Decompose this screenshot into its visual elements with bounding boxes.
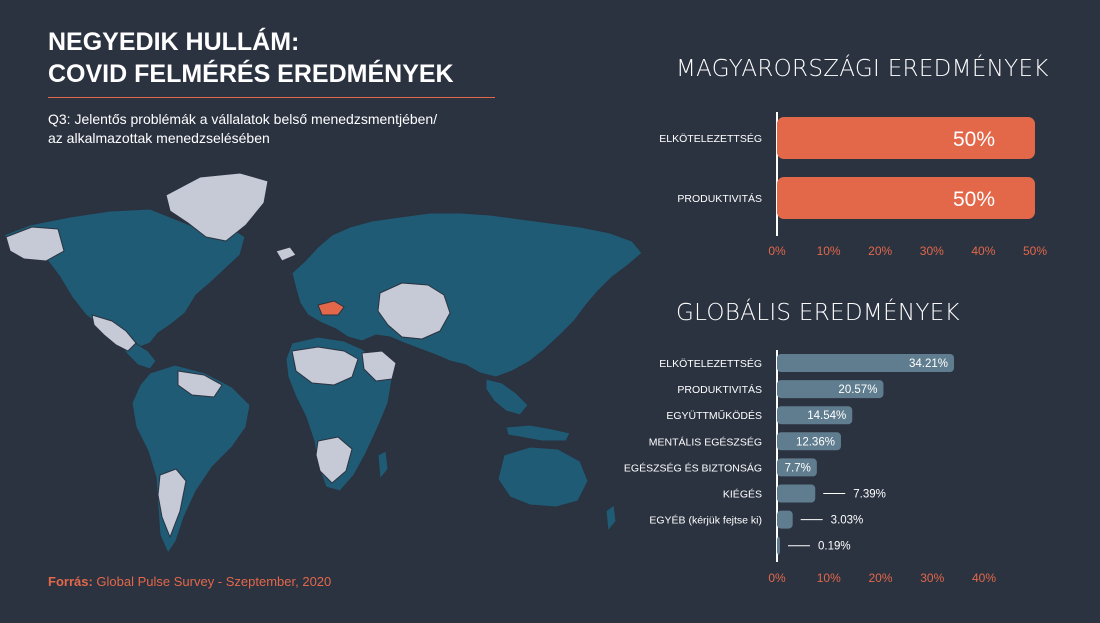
map-indonesia	[505, 424, 571, 442]
hungary-tick-label: 40%	[971, 244, 995, 258]
map-hungary-highlight	[317, 300, 345, 316]
map-australia	[497, 446, 589, 508]
global-tick-label: 0%	[768, 571, 786, 585]
global-category-label: EGYÉB (kérjük fejtse ki)	[649, 514, 762, 527]
global-value-label: 14.54%	[807, 410, 846, 422]
map-southern-africa	[315, 436, 353, 484]
source-label: Forrás:	[48, 574, 93, 589]
map-alaska	[5, 226, 65, 262]
map-madagascar	[377, 450, 389, 480]
hungary-bar	[777, 177, 1035, 219]
global-value-label: 7.7%	[785, 462, 811, 474]
hungary-tick-label: 10%	[817, 244, 841, 258]
map-north-america	[3, 208, 246, 348]
hungary-bar	[777, 117, 1035, 159]
global-bar	[777, 406, 853, 425]
global-bar	[777, 536, 780, 555]
global-bar	[777, 458, 817, 477]
global-category-label: ELKÖTELEZETTSÉG	[659, 357, 762, 370]
map-argentina	[157, 468, 187, 538]
hungary-chart-title: MAGYARORSZÁGI EREDMÉNYEK	[676, 56, 1049, 82]
global-bar	[777, 432, 841, 451]
global-tick-label: 10%	[817, 571, 841, 585]
global-category-label: EGÉSZSÉG ÉS BIZTONSÁG	[624, 461, 762, 474]
global-value-label: 12.36%	[796, 436, 835, 448]
global-tick-label: 30%	[920, 571, 944, 585]
page-title: NEGYEDIK HULLÁM: COVID FELMÉRÉS EREDMÉNY…	[48, 26, 454, 90]
global-category-label: KIÉGÉS	[723, 488, 762, 501]
question-line-2: az alkalmazottak menedzselésében	[48, 130, 270, 146]
global-value-label: 3.03%	[831, 515, 864, 527]
global-bar	[777, 484, 816, 503]
hungary-tick-label: 30%	[920, 244, 944, 258]
world-map	[3, 172, 643, 554]
global-value-label: 7.39%	[853, 489, 886, 501]
map-new-zealand	[605, 504, 617, 532]
global-value-label: 34.21%	[909, 358, 948, 370]
global-value-label: 0.19%	[818, 541, 851, 553]
global-bar	[777, 354, 955, 372]
source-note: Forrás: Global Pulse Survey - Szeptember…	[48, 574, 331, 589]
hungary-value-label: 50%	[953, 188, 995, 211]
hungary-tick-label: 0%	[768, 244, 786, 258]
map-southeast-asia	[485, 378, 529, 416]
global-category-label: PRODUKTIVITÁS	[677, 383, 762, 396]
map-venezuela-region	[177, 370, 223, 398]
global-tick-label: 20%	[868, 571, 892, 585]
question-line-1: Q3: Jelentős problémák a vállalatok bels…	[48, 111, 438, 127]
title-divider	[48, 97, 495, 98]
map-arabia	[361, 350, 397, 382]
map-iceland	[275, 246, 297, 262]
global-value-label: 20.57%	[838, 384, 877, 396]
title-line-2: COVID FELMÉRÉS EREDMÉNYEK	[48, 60, 454, 88]
global-bar	[777, 380, 884, 399]
question-text: Q3: Jelentős problémák a vállalatok bels…	[48, 110, 518, 148]
hungary-tick-label: 50%	[1023, 244, 1047, 258]
hungary-category-label: ELKÖTELEZETTSÉG	[659, 132, 762, 145]
map-central-asia	[377, 282, 451, 340]
global-bar	[777, 510, 793, 529]
map-mexico	[91, 314, 137, 352]
hungary-value-label: 50%	[953, 128, 995, 151]
global-chart-title: GLOBÁLIS EREDMÉNYEK	[676, 300, 960, 326]
map-north-africa	[291, 346, 359, 386]
global-tick-label: 40%	[972, 571, 996, 585]
map-eurasia	[291, 212, 643, 378]
hungary-category-label: PRODUKTIVITÁS	[677, 192, 762, 205]
source-text: Global Pulse Survey - Szeptember, 2020	[92, 574, 332, 589]
title-line-1: NEGYEDIK HULLÁM:	[48, 28, 300, 56]
global-category-label: EGYÜTTMŰKÖDÉS	[666, 408, 762, 422]
global-category-label: MENTÁLIS EGÉSZSÉG	[649, 435, 762, 448]
hungary-tick-label: 20%	[868, 244, 892, 258]
map-greenland	[165, 172, 269, 242]
